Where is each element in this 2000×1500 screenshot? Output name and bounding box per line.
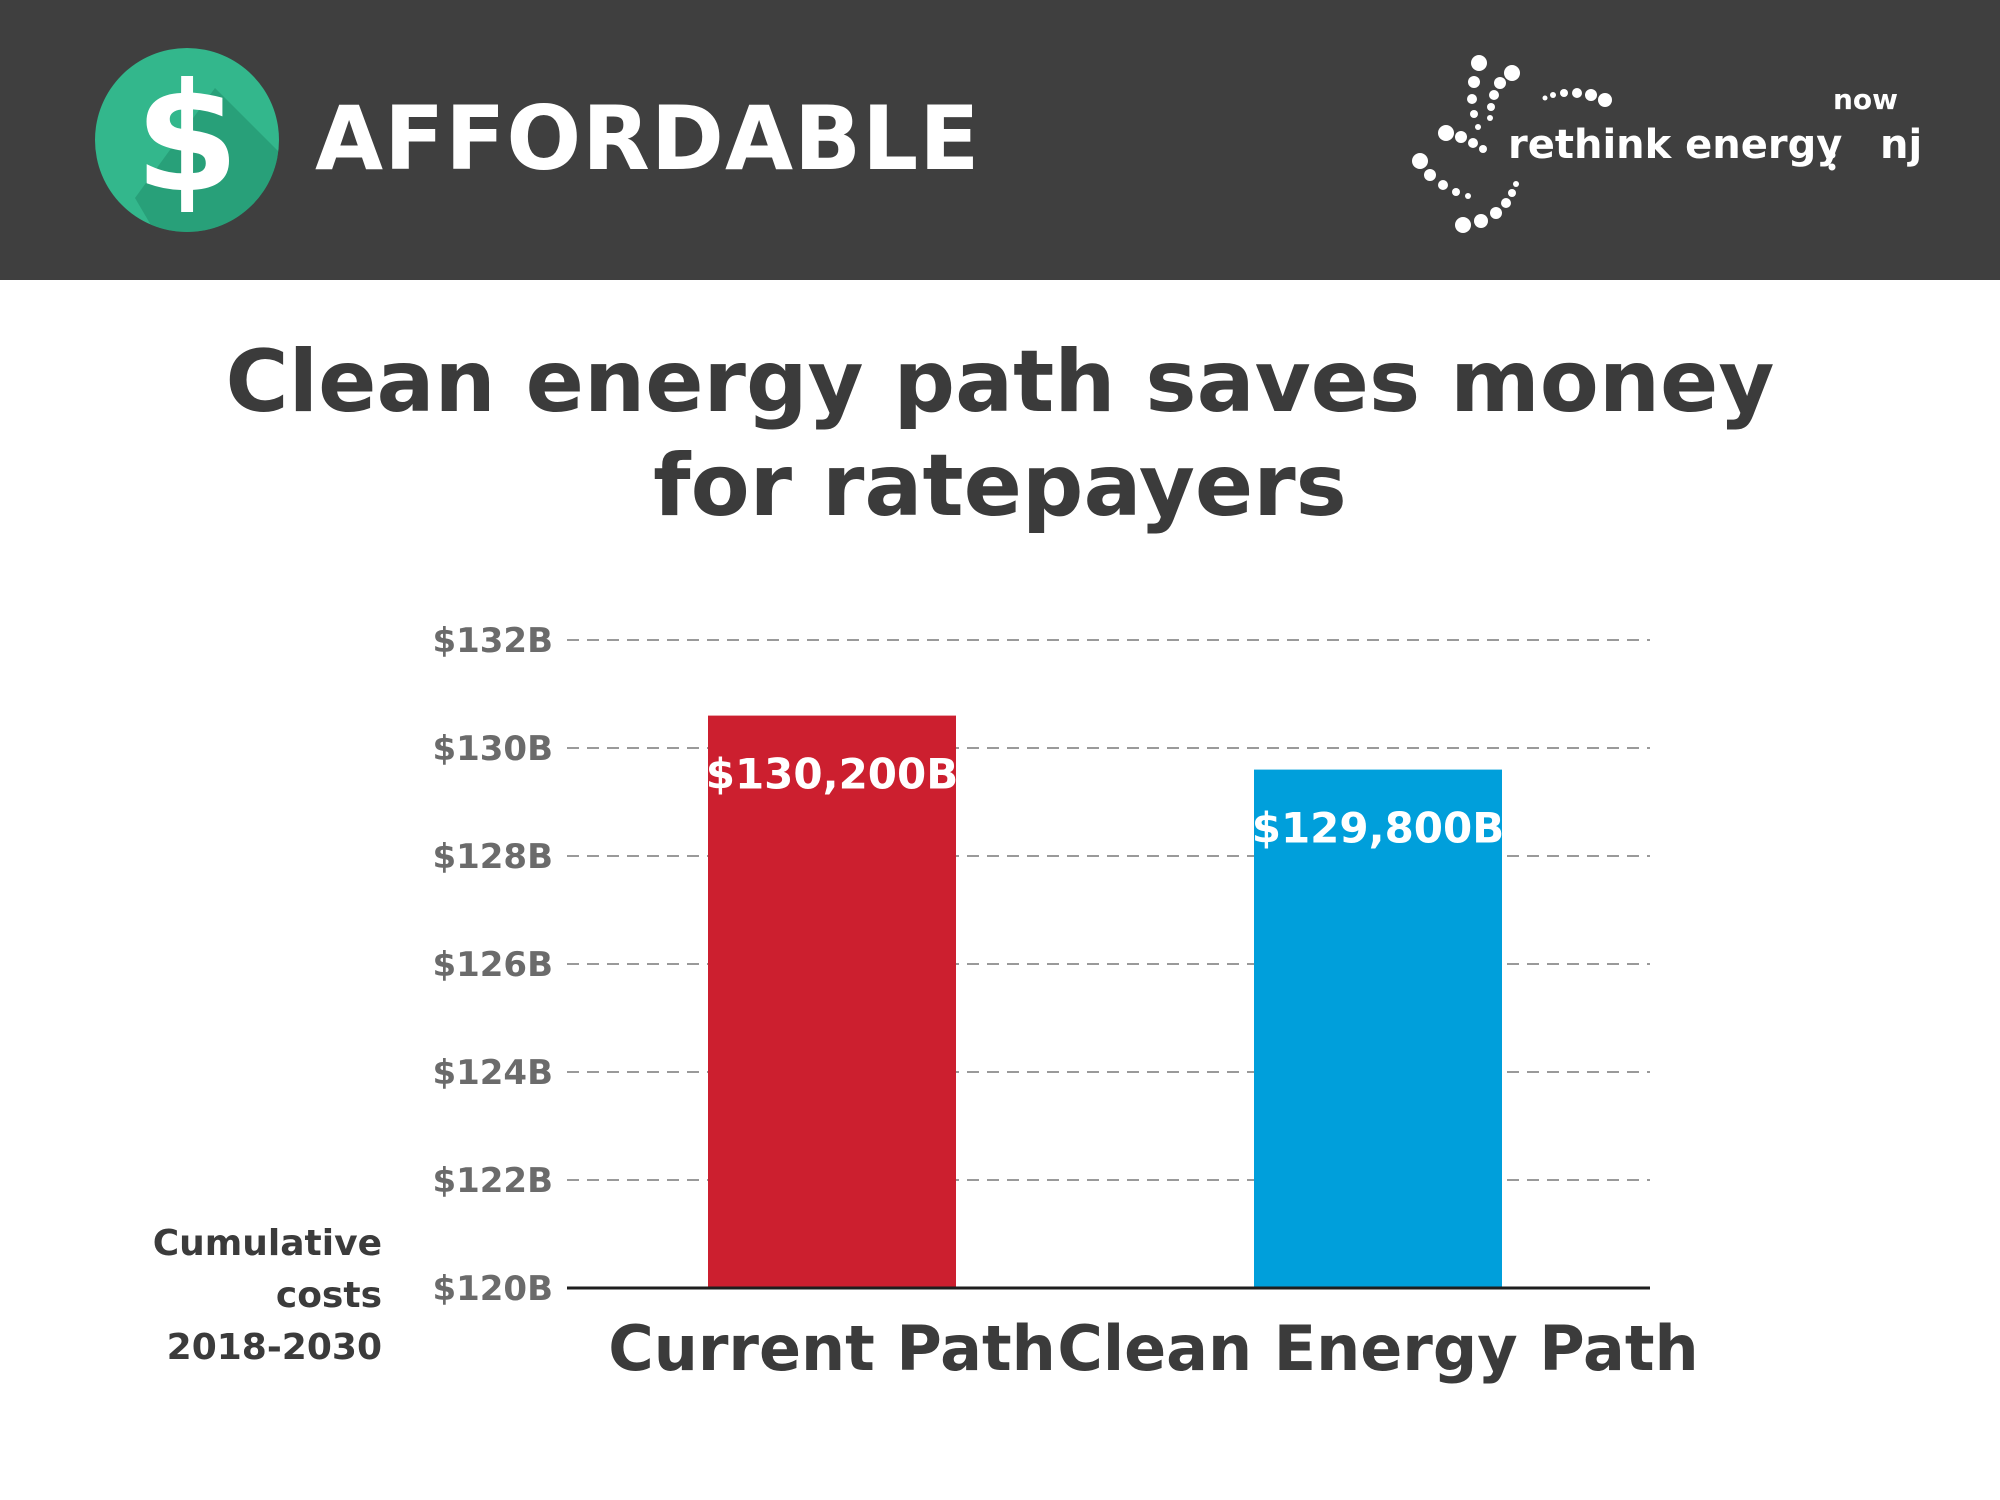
y-tick-label: $126B [432,945,553,985]
x-tick-label: Clean Energy Path [1057,1312,1698,1385]
chart-title-line-1: Clean energy path saves money [225,332,1775,432]
y-tick-label: $122B [432,1161,553,1201]
note-line-1: Cumulative costs [152,1223,382,1316]
data-label: $130,200B [706,750,959,799]
note-line-2: 2018-2030 [166,1327,382,1368]
rethink-energy-logo [1412,55,1836,233]
x-tick-label: Current Path [608,1312,1056,1385]
bar [1254,769,1502,1288]
logo-nj: nj [1880,122,1923,168]
header-banner [0,0,2000,280]
chart-title-line-2: for ratepayers [653,436,1347,536]
logo-now: now [1833,83,1899,116]
data-label: $129,800B [1252,804,1505,853]
y-tick-label: $130B [432,729,553,769]
y-tick-label: $132B [432,621,553,661]
y-tick-label: $124B [432,1053,553,1093]
svg-text:$: $ [135,52,239,226]
dollar-circle-icon: $ [95,48,279,232]
y-tick-label: $128B [432,837,553,877]
badge-title: AFFORDABLE [315,87,981,190]
y-tick-label: $120B [432,1269,553,1309]
logo-text: rethink energy [1508,122,1843,168]
cumulative-costs-note: Cumulative costs 2018-2030 [60,1218,382,1374]
bar [708,715,956,1288]
chart-title: Clean energy path saves money for ratepa… [150,330,1850,538]
